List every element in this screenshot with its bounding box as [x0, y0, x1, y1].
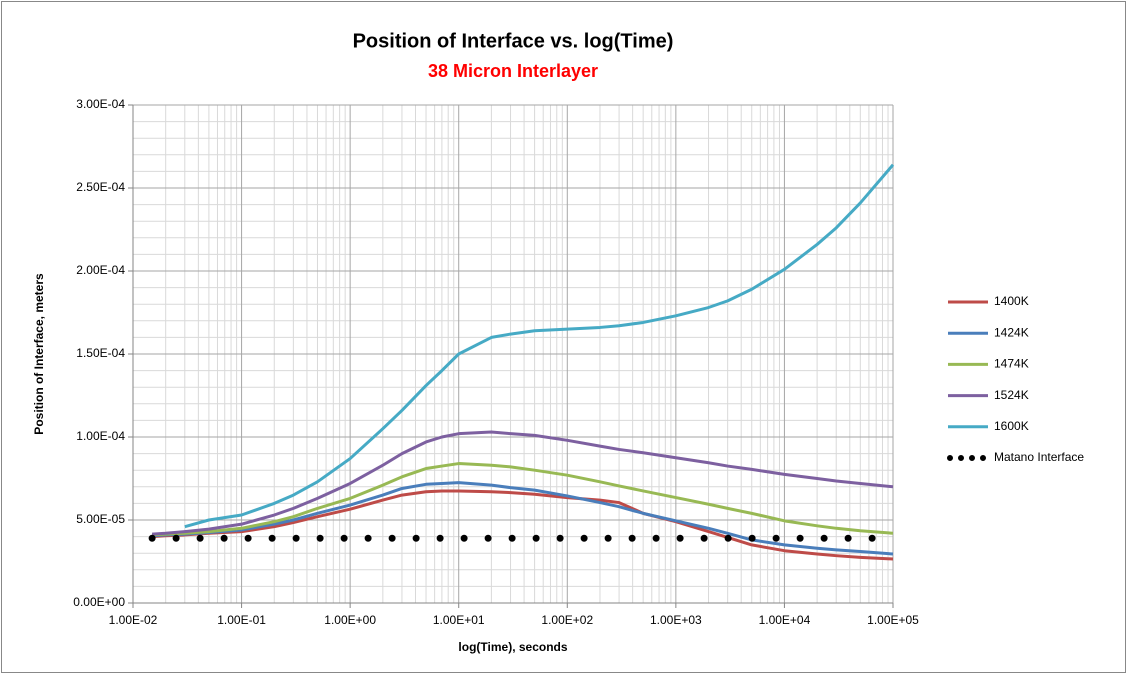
x-tick-label: 1.00E+05 [867, 613, 919, 627]
series-line [152, 430, 894, 536]
legend-label: Matano Interface [994, 450, 1084, 464]
y-tick-label: 2.50E-04 [76, 180, 125, 194]
x-axis-title: log(Time), seconds [458, 640, 567, 654]
x-tick-label: 1.00E+03 [650, 613, 702, 627]
legend-label: 1400K [994, 294, 1029, 308]
x-tick-label: 1.00E+01 [433, 613, 485, 627]
y-tick-label: 1.50E-04 [76, 346, 125, 360]
series-line [152, 481, 894, 556]
y-tick-label: 0.00E+00 [73, 595, 125, 609]
series-line [152, 462, 894, 537]
series-line [184, 163, 895, 529]
x-tick-label: 1.00E-02 [109, 613, 158, 627]
legend-label: 1474K [994, 357, 1029, 371]
chart-subtitle: 38 Micron Interlayer [428, 61, 598, 81]
x-tick-label: 1.00E+04 [759, 613, 811, 627]
chart-title: Position of Interface vs. log(Time) [353, 30, 674, 52]
y-tick-label: 5.00E-05 [76, 512, 125, 526]
y-tick-label: 3.00E-04 [76, 97, 125, 111]
legend-label: 1600K [994, 419, 1029, 433]
y-tick-label: 2.00E-04 [76, 263, 125, 277]
y-axis-title: Position of Interface, meters [32, 273, 46, 435]
x-tick-label: 1.00E+02 [541, 613, 593, 627]
y-tick-label: 1.00E-04 [76, 429, 125, 443]
legend-label: 1424K [994, 325, 1029, 339]
x-tick-label: 1.00E+00 [324, 613, 376, 627]
series-line [152, 489, 894, 561]
legend-label: 1524K [994, 388, 1029, 402]
x-tick-label: 1.00E-01 [217, 613, 266, 627]
